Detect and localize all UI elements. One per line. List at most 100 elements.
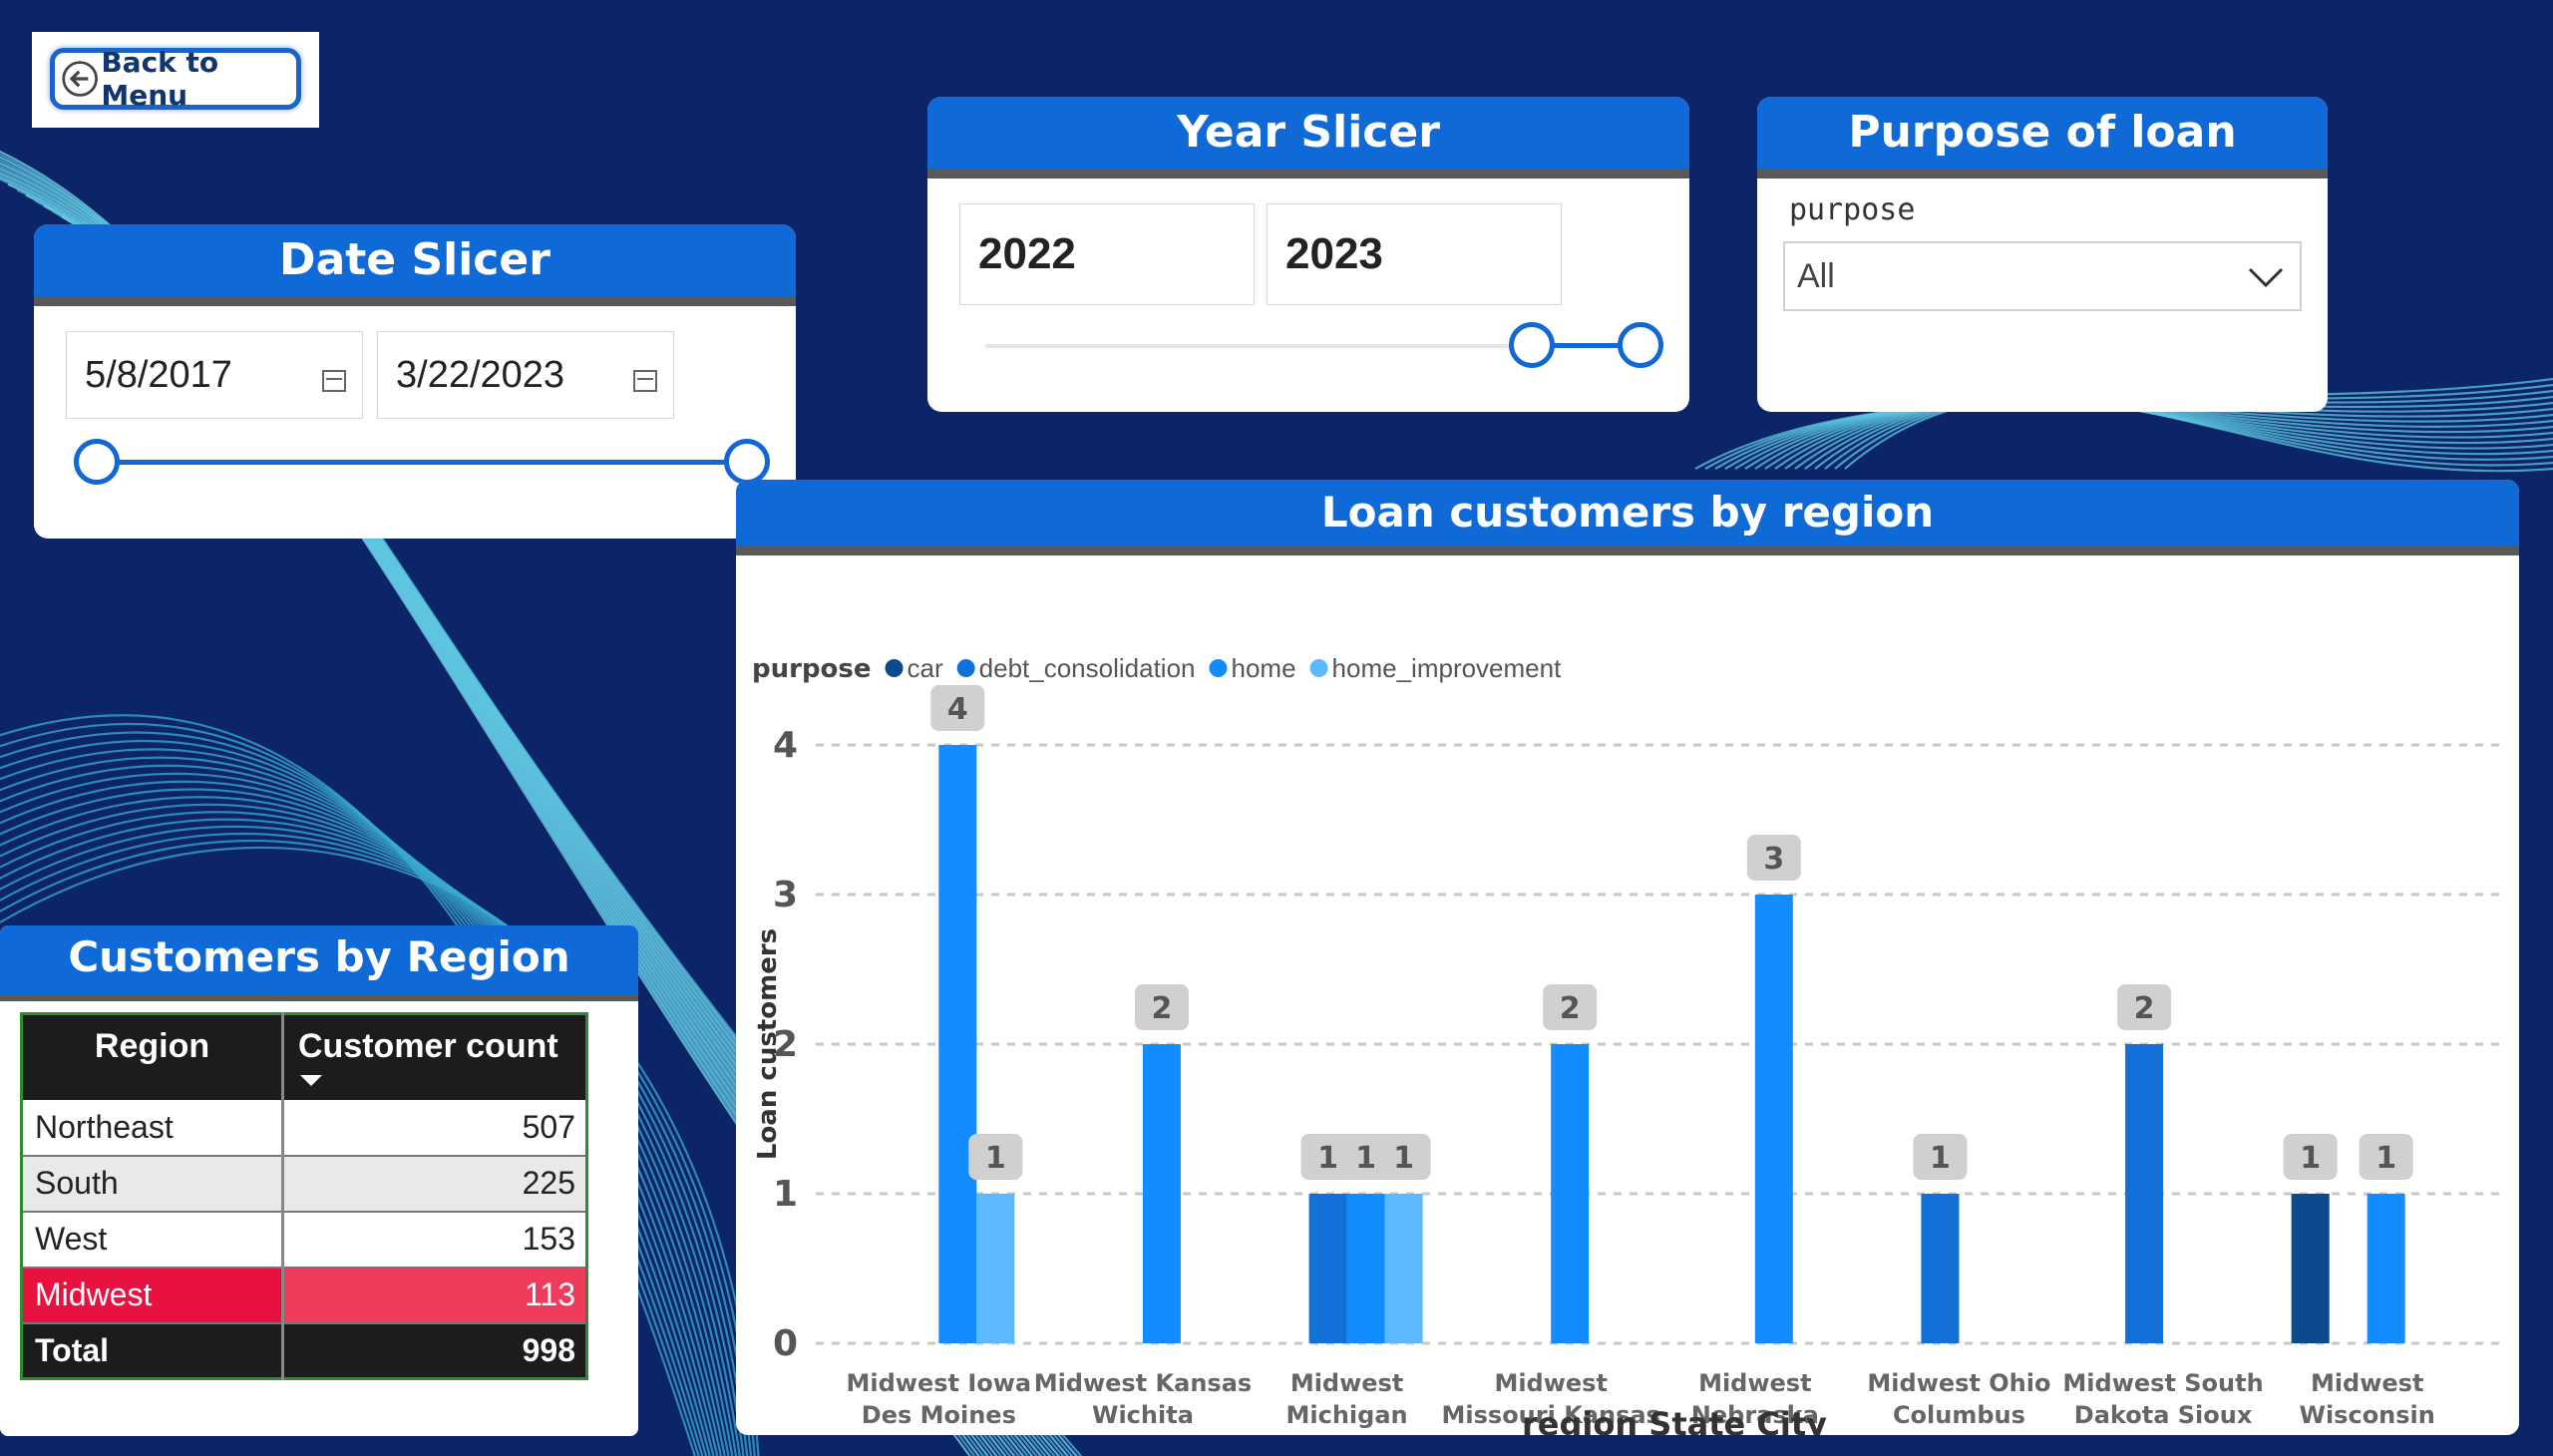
x-tick-label: City: [1525, 1433, 1578, 1435]
sort-descending-icon: [300, 1075, 322, 1086]
x-tick-label: Midwest Ohio: [1867, 1369, 2050, 1397]
table-total-row: Total 998: [21, 1322, 587, 1379]
count-cell: 113: [282, 1267, 587, 1323]
customers-by-region-card: Customers by Region Region Customer coun…: [0, 925, 638, 1436]
data-label: 1: [1393, 1141, 1414, 1176]
legend-entry-label[interactable]: debt_consolidation: [979, 653, 1196, 683]
data-label: 1: [2300, 1141, 2321, 1176]
y-tick-label: 3: [773, 875, 798, 915]
data-label: 2: [1560, 991, 1581, 1026]
start-year-input[interactable]: 2022: [959, 203, 1255, 305]
count-cell: 507: [522, 1108, 575, 1145]
customers-by-region-title: Customers by Region: [0, 925, 638, 1001]
data-label-badge: [1543, 984, 1598, 1030]
bar[interactable]: [1551, 1044, 1590, 1343]
data-label-badge: [2283, 1134, 2338, 1180]
y-tick-label: 4: [773, 725, 798, 766]
legend-marker[interactable]: [1309, 659, 1328, 677]
loan-customers-chart-card: Loan customers by region purpose car debt_…: [736, 480, 2519, 1435]
data-label-badge: [930, 685, 985, 731]
x-tick-label: Omaha: [1707, 1433, 1802, 1435]
count-cell: 225: [522, 1165, 575, 1201]
region-cell: West: [21, 1211, 284, 1268]
bar[interactable]: [1308, 1194, 1347, 1343]
x-tick-label: Missouri Kansas: [1442, 1401, 1660, 1429]
x-tick-label: Falls: [2132, 1433, 2194, 1435]
data-label: 2: [1152, 991, 1173, 1026]
y-axis-label: Loan customers: [753, 928, 783, 1160]
data-label-badge: [2117, 984, 2172, 1030]
back-button-frame: Back to Menu: [32, 32, 319, 128]
data-label: 1: [985, 1141, 1006, 1176]
legend-marker[interactable]: [885, 659, 904, 677]
table-row[interactable]: South 225: [21, 1155, 587, 1212]
x-tick-label: Detroit: [1299, 1433, 1395, 1435]
table-row-highlighted[interactable]: Midwest 113: [21, 1267, 587, 1323]
x-tick-label: Wichita: [1092, 1401, 1194, 1429]
total-count-cell: 998: [522, 1331, 575, 1368]
purpose-slicer-card: Purpose of loan purpose All: [1757, 97, 2328, 412]
x-tick-label: Des Moines: [862, 1401, 1016, 1429]
bar[interactable]: [2125, 1044, 2164, 1343]
data-label: 1: [2375, 1141, 2396, 1176]
purpose-slicer-title: Purpose of loan: [1757, 97, 2328, 179]
data-label: 1: [1317, 1141, 1338, 1176]
bar[interactable]: [2291, 1194, 2330, 1343]
column-header-customer-count[interactable]: Customer count: [283, 1014, 587, 1100]
x-tick-label: Midwest Iowa: [846, 1369, 1031, 1397]
data-label: 1: [1930, 1141, 1951, 1176]
legend-entry-label[interactable]: home_improvement: [1332, 653, 1563, 683]
legend-marker[interactable]: [956, 659, 975, 677]
date-slider-track[interactable]: [96, 460, 746, 465]
data-label-badge: [1134, 984, 1189, 1030]
x-tick-label: Dakota Sioux: [2074, 1401, 2253, 1429]
legend-title: purpose: [752, 654, 872, 684]
end-year-input[interactable]: 2023: [1267, 203, 1562, 305]
x-tick-label: Columbus: [1893, 1401, 2025, 1429]
end-year-value: 2023: [1285, 229, 1383, 278]
bar[interactable]: [938, 745, 977, 1343]
region-cell: Midwest: [21, 1267, 284, 1323]
date-slider-end-handle[interactable]: [724, 439, 770, 485]
calendar-icon[interactable]: [322, 370, 346, 392]
end-date-input[interactable]: 3/22/2023: [377, 331, 674, 419]
data-label-badge: [2359, 1134, 2413, 1180]
data-label-badge: [1913, 1134, 1968, 1180]
legend-marker[interactable]: [1209, 659, 1228, 677]
back-to-menu-button[interactable]: Back to Menu: [50, 46, 301, 112]
year-slider-active-track[interactable]: [1532, 343, 1643, 348]
bar[interactable]: [1921, 1194, 1960, 1343]
legend-entry-label[interactable]: car: [908, 653, 943, 683]
bar[interactable]: [1384, 1194, 1423, 1343]
purpose-dropdown[interactable]: All: [1783, 241, 2302, 311]
legend-entry-label[interactable]: home: [1232, 653, 1296, 683]
year-slider-inactive-track[interactable]: [985, 344, 1590, 348]
x-tick-label: Midwest South: [2062, 1369, 2263, 1397]
year-slider-end-handle[interactable]: [1618, 322, 1663, 368]
date-slider-start-handle[interactable]: [74, 439, 120, 485]
year-slicer-card: Year Slicer 2022 2023: [927, 97, 1689, 412]
data-label: 4: [947, 692, 968, 727]
bar[interactable]: [976, 1194, 1015, 1343]
column-header-region[interactable]: Region: [21, 1013, 284, 1100]
calendar-icon[interactable]: [633, 370, 657, 392]
x-tick-label: Midwest: [1698, 1369, 1812, 1397]
start-date-input[interactable]: 5/8/2017: [66, 331, 363, 419]
data-label: 1: [1355, 1141, 1376, 1176]
bar[interactable]: [2367, 1194, 2405, 1343]
date-slicer-title: Date Slicer: [34, 224, 796, 306]
bar[interactable]: [1142, 1044, 1181, 1343]
table-row[interactable]: Northeast 507: [21, 1099, 587, 1156]
bar[interactable]: [1754, 895, 1793, 1343]
end-date-value: 3/22/2023: [396, 353, 565, 396]
data-label: 2: [2134, 991, 2155, 1026]
loan-customers-bar-chart: purpose car debt_consolidation home home_imp…: [752, 653, 2499, 1435]
start-date-value: 5/8/2017: [85, 353, 232, 396]
x-axis-label: region State City: [1522, 1405, 1827, 1435]
bar[interactable]: [1346, 1194, 1385, 1343]
y-tick-label: 0: [773, 1323, 798, 1364]
back-button-label: Back to Menu: [101, 46, 219, 112]
customer-count-header-label: Customer count: [298, 1027, 558, 1065]
year-slider-start-handle[interactable]: [1509, 322, 1555, 368]
table-row[interactable]: West 153: [21, 1211, 587, 1268]
